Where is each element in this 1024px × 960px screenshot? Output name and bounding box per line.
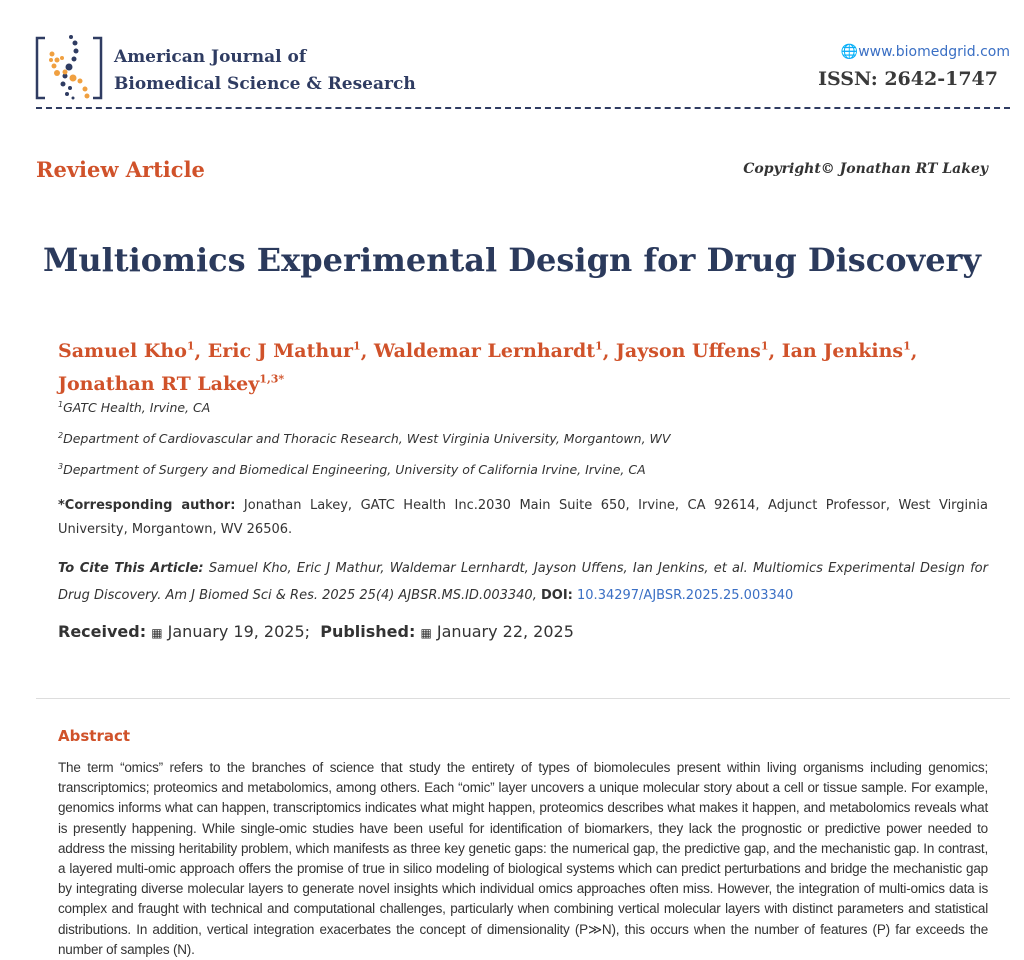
website-text[interactable]: www.biomedgrid.com <box>858 44 1010 60</box>
author[interactable]: Eric J Mathur1 <box>207 340 361 363</box>
affiliation: 3Department of Surgery and Biomedical En… <box>58 462 646 478</box>
copyright: Copyright© Jonathan RT Lakey <box>743 161 988 177</box>
dates: Received: ▦ January 19, 2025; Published:… <box>58 622 574 641</box>
article-type: Review Article <box>36 157 205 182</box>
citation: To Cite This Article: Samuel Kho, Eric J… <box>58 561 988 603</box>
author[interactable]: Ian Jenkins1 <box>781 340 911 363</box>
author[interactable]: Jayson Uffens1 <box>615 340 769 363</box>
corresponding-author: *Corresponding author: Jonathan Lakey, G… <box>58 498 988 537</box>
doi-link[interactable]: 10.34297/AJBSR.2025.25.003340 <box>577 588 794 603</box>
abstract-text: The term “omics” refers to the branches … <box>58 760 988 957</box>
abstract-heading: Abstract <box>58 727 131 745</box>
journal-name-line1: American Journal of <box>114 47 307 67</box>
calendar-icon: ▦ <box>151 626 163 640</box>
header-divider <box>36 107 1010 109</box>
calendar-icon: ▦ <box>420 626 432 640</box>
author[interactable]: Waldemar Lernhardt1 <box>373 340 603 363</box>
globe-icon: 🌐 <box>840 44 859 60</box>
journal-name: American Journal of Biomedical Science & … <box>114 44 416 98</box>
website-link[interactable]: 🌐www.biomedgrid.com <box>841 44 1010 60</box>
section-divider <box>36 698 1010 699</box>
author-list: Samuel Kho1, Eric J Mathur1, Waldemar Le… <box>58 340 918 395</box>
affiliation: 2Department of Cardiovascular and Thorac… <box>58 431 671 447</box>
article-title: Multiomics Experimental Design for Drug … <box>42 241 981 279</box>
issn: ISSN: 2642-1747 <box>818 68 998 90</box>
journal-name-line2: Biomedical Science & Research <box>114 74 416 94</box>
affiliation: 1GATC Health, Irvine, CA <box>58 400 211 416</box>
author[interactable]: Samuel Kho1 <box>58 340 195 363</box>
journal-logo <box>35 35 103 100</box>
author[interactable]: Jonathan RT Lakey1,3* <box>58 372 285 395</box>
